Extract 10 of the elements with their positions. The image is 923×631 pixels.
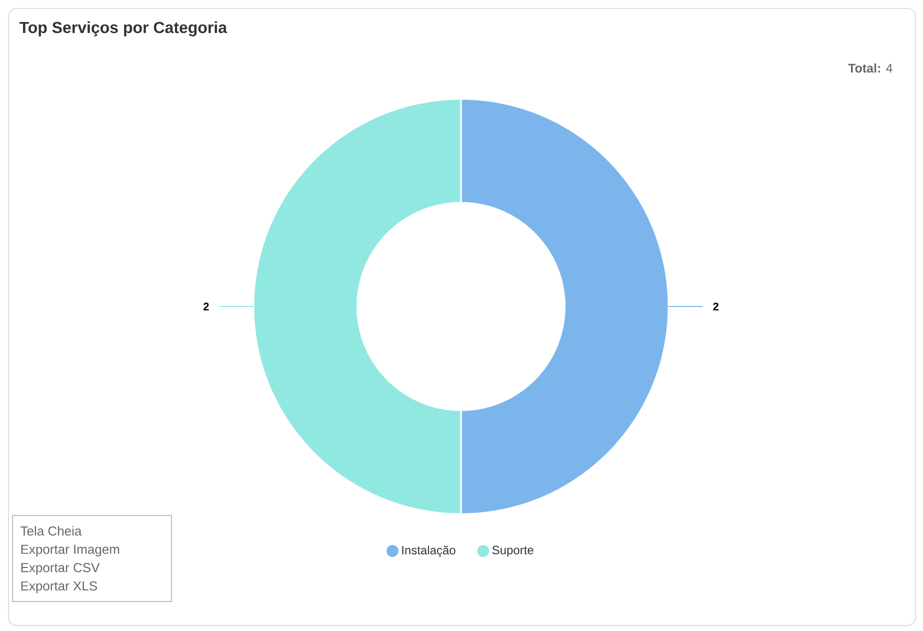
text: Exportar Imagem xyxy=(21,544,120,556)
data-label: 2 xyxy=(204,302,209,310)
text: Exportar CSV xyxy=(21,563,100,575)
chart-title: Top Serviços por Categoria xyxy=(19,21,228,36)
legend-label: Suporte xyxy=(492,546,534,557)
text: Tela Cheia xyxy=(20,526,82,536)
text: Total: 4 xyxy=(848,63,892,73)
text: Exportar XLS xyxy=(21,581,97,594)
data-label: 2 xyxy=(713,302,718,310)
legend-label: Instalação xyxy=(402,546,456,557)
